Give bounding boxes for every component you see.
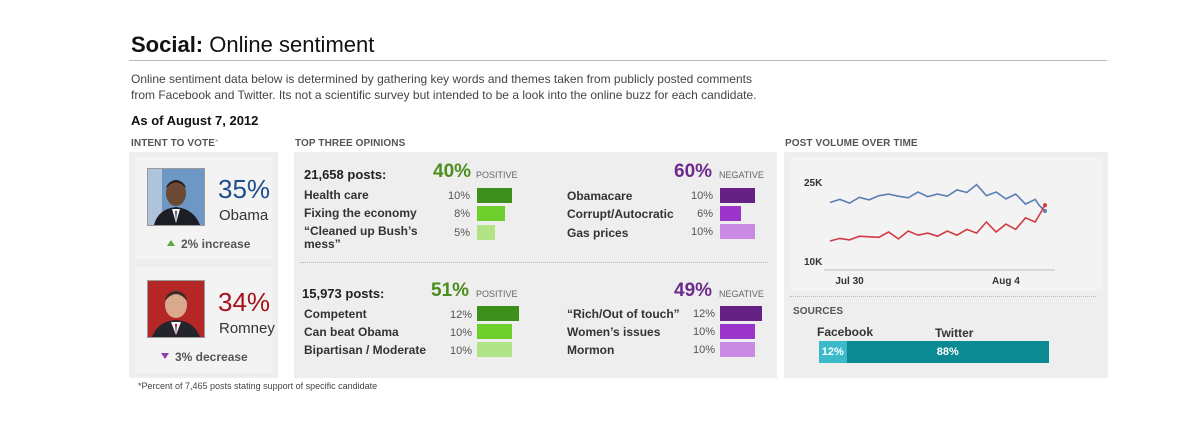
opinion-label: Competent: [304, 307, 367, 321]
obama-name: Obama: [219, 207, 269, 224]
facebook-label: Facebook: [817, 325, 874, 339]
sources-heading: SOURCES: [793, 306, 844, 317]
opinion-label: Can beat Obama: [304, 325, 399, 339]
obama-negative-pct: 60%: [674, 161, 713, 182]
y-tick-label: 10K: [804, 257, 823, 268]
sources-divider: [790, 296, 1096, 297]
twitter-share-segment: 88%: [846, 341, 1049, 363]
opinion-bar: [477, 324, 512, 339]
romney-intent-pct: 34%: [218, 287, 271, 317]
opinion-pct: 12%: [449, 309, 472, 321]
post-volume-heading: POST VOLUME OVER TIME: [785, 138, 918, 149]
opinions-divider: [300, 262, 768, 263]
romney-posts-count: 15,973 posts:: [302, 286, 385, 301]
title-divider: [129, 60, 1107, 61]
opinion-bar: [477, 225, 495, 240]
opinion-label: Corrupt/Autocratic: [567, 207, 674, 221]
opinion-label: Gas prices: [567, 226, 629, 240]
opinion-label: Women’s issues: [567, 325, 661, 339]
x-tick-label: Aug 4: [992, 276, 1020, 287]
opinion-label: “Cleaned up Bush’s mess”: [304, 224, 418, 251]
facebook-share-segment: 12%: [819, 341, 847, 363]
romney-negative-label: NEGATIVE: [719, 289, 764, 299]
opinion-label: Fixing the economy: [304, 206, 417, 220]
opinion-bar: [720, 206, 741, 221]
x-tick-label: Jul 30: [835, 276, 864, 287]
opinion-bar: [477, 306, 519, 321]
romney-volume-line: [829, 204, 1046, 242]
opinion-bar: [720, 342, 755, 357]
romney-positive-pct: 51%: [431, 280, 470, 301]
up-arrow-icon: [167, 240, 175, 246]
opinion-bar: [720, 306, 762, 321]
opinion-pct: 8%: [454, 208, 470, 220]
romney-name: Romney: [219, 320, 275, 337]
obama-negative-label: NEGATIVE: [719, 170, 764, 180]
opinion-pct: 6%: [697, 208, 713, 220]
opinion-bar: [477, 342, 512, 357]
opinion-bar: [720, 324, 755, 339]
series-end-point: [1043, 203, 1047, 208]
romney-change: 3% decrease: [175, 350, 248, 364]
obama-photo: [147, 168, 205, 226]
sources-bar: 12% 88%: [819, 341, 1049, 363]
opinion-pct: 10%: [692, 326, 715, 338]
series-end-point: [1043, 208, 1047, 213]
down-arrow-icon: [161, 353, 169, 359]
obama-volume-line: [829, 183, 1046, 212]
obama-intent-pct: 35%: [218, 174, 271, 204]
page-title: Social: Online sentiment: [131, 32, 375, 57]
opinion-pct: 10%: [449, 345, 472, 357]
opinion-label: Obamacare: [567, 189, 633, 203]
opinion-pct: 10%: [449, 327, 472, 339]
opinion-pct: 10%: [690, 226, 713, 238]
opinions-panel: [294, 152, 777, 378]
opinion-pct: 5%: [454, 227, 470, 239]
opinion-label: Mormon: [567, 343, 615, 357]
opinion-label: “Rich/Out of touch”: [567, 307, 680, 321]
opinions-heading: TOP THREE OPINIONS: [295, 138, 406, 149]
obama-positive-label: POSITIVE: [476, 170, 518, 180]
description: Online sentiment data below is determine…: [131, 72, 757, 102]
romney-positive-label: POSITIVE: [476, 289, 518, 299]
romney-photo: [147, 280, 205, 338]
obama-change: 2% increase: [181, 237, 251, 251]
twitter-label: Twitter: [935, 326, 974, 340]
intent-heading: INTENT TO VOTE*: [131, 138, 219, 149]
opinion-pct: 10%: [690, 190, 713, 202]
opinion-pct: 10%: [447, 190, 470, 202]
as-of-date: As of August 7, 2012: [131, 113, 259, 128]
post-volume-chart-area: [790, 157, 1102, 291]
footnote: *Percent of 7,465 posts stating support …: [138, 381, 378, 391]
post-volume-chart: 25K 10K Jul 30 Aug 4: [804, 178, 1055, 287]
opinion-bar: [477, 206, 505, 221]
opinion-bar: [720, 224, 755, 239]
opinion-pct: 10%: [692, 344, 715, 356]
obama-posts-count: 21,658 posts:: [304, 167, 387, 182]
obama-positive-pct: 40%: [433, 161, 472, 182]
romney-negative-pct: 49%: [674, 280, 713, 301]
opinion-bar: [720, 188, 755, 203]
opinion-bar: [477, 188, 512, 203]
opinion-label: Bipartisan / Moderate: [304, 343, 427, 357]
opinion-pct: 12%: [692, 308, 715, 320]
y-tick-label: 25K: [804, 178, 823, 189]
opinion-label: Health care: [304, 188, 369, 202]
